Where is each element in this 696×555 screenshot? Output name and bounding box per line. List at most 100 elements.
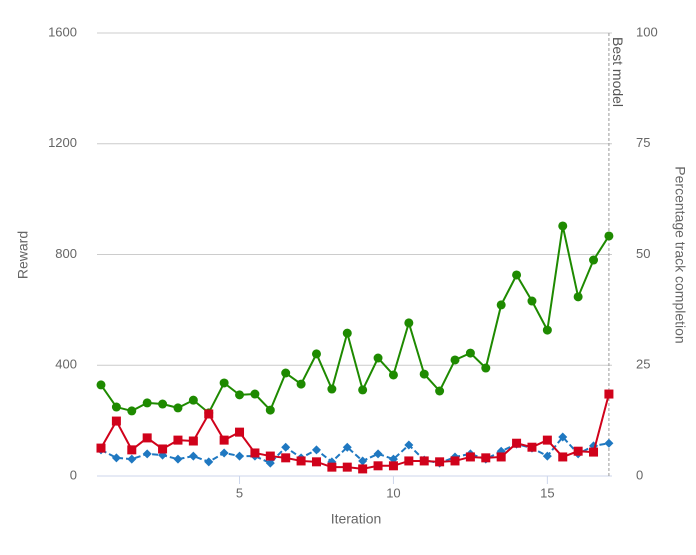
point	[373, 461, 383, 471]
x-tick-label: 10	[386, 485, 400, 500]
point	[311, 457, 321, 467]
point	[512, 270, 522, 280]
point	[204, 409, 214, 419]
point	[219, 448, 229, 458]
point	[311, 445, 321, 455]
point	[281, 442, 291, 452]
point	[188, 451, 198, 461]
point	[265, 405, 275, 415]
point	[527, 296, 537, 306]
point	[111, 402, 121, 412]
point	[296, 379, 306, 389]
point	[296, 456, 306, 466]
y2-axis-title: Percentage track completion	[672, 166, 688, 343]
y2-tick-label: 50	[636, 246, 650, 261]
y2-tick-label: 75	[636, 135, 650, 150]
point	[188, 395, 198, 405]
point	[419, 456, 429, 466]
point	[465, 452, 475, 462]
y2-tick-label: 100	[636, 24, 658, 39]
point	[558, 221, 568, 231]
point	[465, 348, 475, 358]
point	[604, 438, 614, 448]
series-line	[100, 225, 610, 415]
point	[419, 369, 429, 379]
point	[435, 457, 445, 467]
y2-tick-label: 0	[636, 467, 643, 482]
point	[604, 389, 614, 399]
point	[404, 456, 414, 466]
point	[142, 433, 152, 443]
point	[281, 453, 291, 463]
y-axis-title: Reward	[15, 231, 31, 279]
point	[358, 456, 368, 466]
point	[265, 451, 275, 461]
point	[219, 435, 229, 445]
point	[250, 448, 260, 458]
point	[127, 406, 137, 416]
point	[404, 318, 414, 328]
y-tick-label: 1200	[48, 135, 77, 150]
point	[327, 384, 337, 394]
point	[235, 390, 245, 400]
y-tick-label: 0	[70, 467, 77, 482]
point	[96, 380, 106, 390]
x-axis-title: Iteration	[331, 511, 382, 527]
point	[527, 442, 537, 452]
point	[173, 454, 183, 464]
point	[127, 454, 137, 464]
point	[481, 453, 491, 463]
point	[373, 353, 383, 363]
point	[435, 386, 445, 396]
series-line	[100, 393, 610, 470]
y2-tick-label: 25	[636, 357, 650, 372]
point	[604, 231, 614, 241]
point	[342, 442, 352, 452]
point	[496, 452, 506, 462]
point	[589, 255, 599, 265]
point	[235, 427, 245, 437]
point	[204, 457, 214, 467]
x-tick-label: 15	[540, 485, 554, 500]
point	[111, 453, 121, 463]
point	[496, 300, 506, 310]
point	[342, 328, 352, 338]
point	[311, 349, 321, 359]
point	[127, 445, 137, 455]
point	[542, 451, 552, 461]
point	[573, 292, 583, 302]
point	[542, 325, 552, 335]
point	[250, 389, 260, 399]
y-tick-label: 1600	[48, 24, 77, 39]
point	[481, 363, 491, 373]
point	[342, 462, 352, 472]
point	[450, 355, 460, 365]
y-tick-label: 400	[55, 357, 77, 372]
point	[111, 416, 121, 426]
point	[173, 403, 183, 413]
point	[142, 449, 152, 459]
point	[219, 378, 229, 388]
point	[281, 368, 291, 378]
point	[265, 458, 275, 468]
point	[358, 464, 368, 474]
point	[388, 461, 398, 471]
point	[158, 444, 168, 454]
point	[558, 432, 568, 442]
point	[158, 399, 168, 409]
point	[327, 462, 337, 472]
y-tick-label: 800	[55, 246, 77, 261]
x-tick-label: 5	[236, 485, 243, 500]
point	[450, 456, 460, 466]
point	[373, 449, 383, 459]
point	[358, 385, 368, 395]
point	[573, 446, 583, 456]
point	[542, 435, 552, 445]
point	[142, 398, 152, 408]
point	[589, 447, 599, 457]
point	[173, 435, 183, 445]
best-model-label: Best model	[610, 37, 626, 107]
point	[558, 452, 568, 462]
point	[512, 438, 522, 448]
